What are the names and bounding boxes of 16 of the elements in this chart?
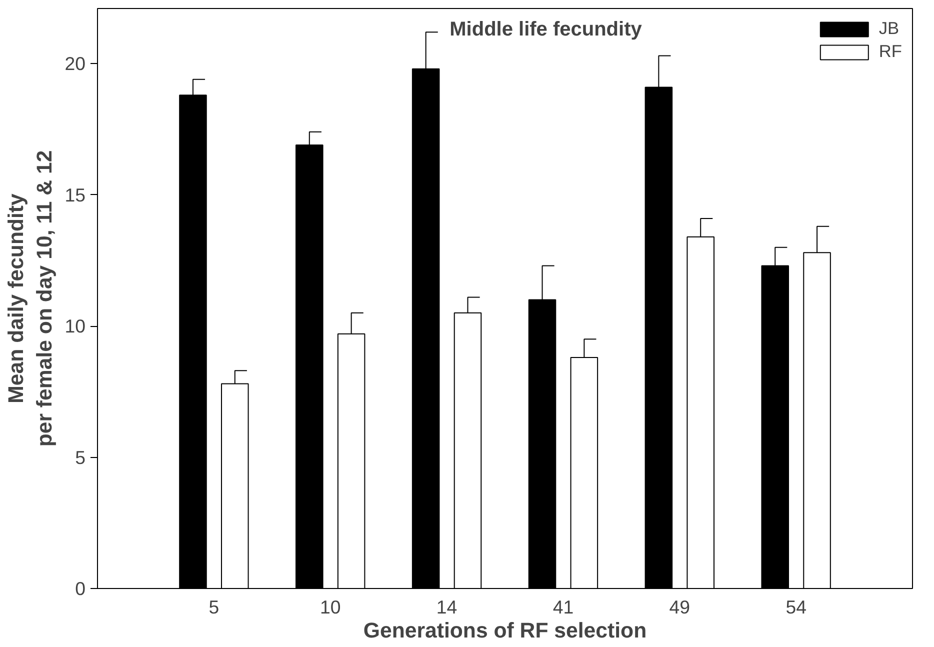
legend-label: RF (878, 41, 902, 62)
legend-label: JB (878, 18, 900, 39)
x-tick-label: 41 (552, 596, 574, 618)
y-tick-label: 0 (75, 578, 86, 599)
y-axis-title: Mean daily fecundity per female on day 10, 11 & 12 (4, 150, 57, 447)
y-tick-label: 10 (64, 316, 86, 337)
x-tick-label: 10 (320, 596, 341, 618)
x-tick-label: 14 (436, 596, 458, 618)
x-tick-label: 49 (669, 596, 690, 618)
text: Middle life fecundity (450, 18, 643, 40)
y-tick-label: 15 (64, 184, 86, 206)
y-tick-label: 5 (75, 446, 86, 468)
x-tick-label: 5 (208, 596, 220, 618)
x-tick-label: 54 (786, 596, 806, 618)
y-tick-label: 20 (64, 53, 86, 74)
x-axis-title: Generations of RF selection (363, 618, 647, 642)
